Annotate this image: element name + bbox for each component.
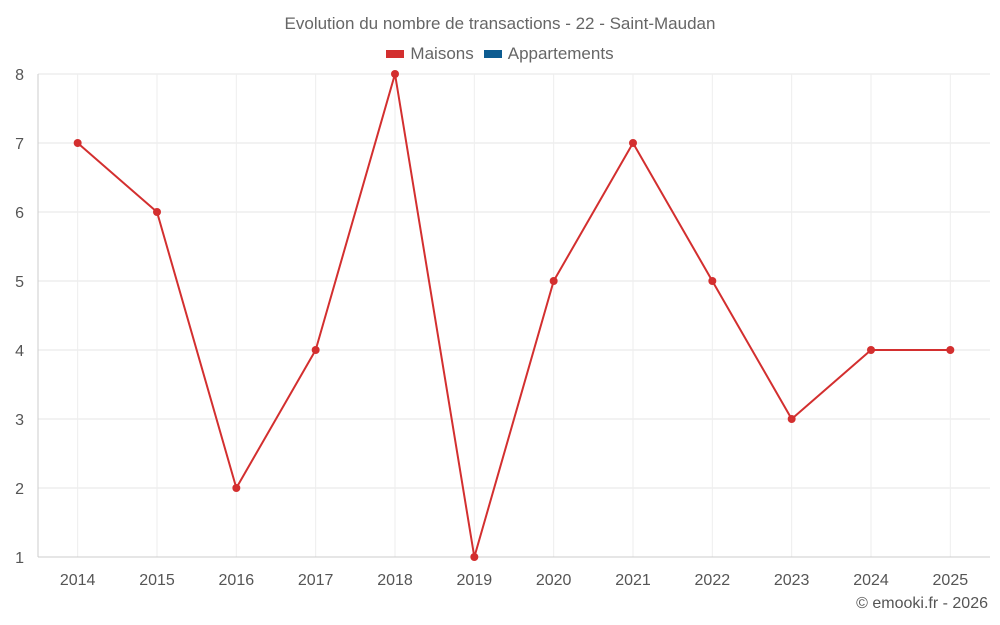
- data-point-maisons-2021[interactable]: [629, 139, 637, 147]
- x-tick-label: 2020: [536, 572, 572, 589]
- x-tick-label: 2025: [933, 572, 969, 589]
- y-tick-label: 2: [15, 481, 24, 498]
- x-tick-label: 2016: [219, 572, 255, 589]
- y-tick-label: 8: [15, 67, 24, 84]
- y-tick-label: 5: [15, 274, 24, 291]
- chart-legend: Maisons Appartements: [0, 44, 1000, 64]
- legend-label-appartements: Appartements: [507, 44, 614, 63]
- x-tick-label: 2014: [60, 572, 96, 589]
- data-point-maisons-2025[interactable]: [946, 346, 955, 354]
- series-layer: [73, 70, 955, 561]
- x-tick-label: 2018: [377, 572, 413, 589]
- y-tick-label: 3: [15, 412, 24, 429]
- x-tick-label: 2019: [457, 572, 493, 589]
- x-tick-label: 2022: [695, 572, 731, 589]
- y-tick-label: 7: [15, 136, 24, 153]
- tick-labels: 1 2 3 4 5 6 7 8 2014 2015 2016 2017 2018 2019 2020 2021…: [15, 67, 968, 589]
- y-tick-label: 1: [15, 550, 24, 567]
- x-tick-label: 2015: [139, 572, 175, 589]
- data-point-maisons-2023[interactable]: [787, 415, 796, 423]
- legend-label-maisons: Maisons: [410, 44, 474, 63]
- data-point-maisons-2018[interactable]: [391, 70, 399, 78]
- data-point-maisons-2016[interactable]: [232, 484, 241, 492]
- legend-swatch-maisons: [386, 50, 405, 58]
- data-point-maisons-2014[interactable]: [73, 139, 82, 147]
- x-tick-label: 2017: [298, 572, 334, 589]
- axes: [37, 74, 990, 558]
- data-point-maisons-2019[interactable]: [470, 553, 479, 561]
- x-tick-label: 2023: [774, 572, 810, 589]
- data-point-maisons-2024[interactable]: [867, 346, 875, 354]
- legend-swatch-appartements: [483, 50, 502, 58]
- credit-text: © emooki.fr - 2026: [856, 595, 988, 612]
- data-point-maisons-2020[interactable]: [549, 277, 558, 285]
- y-tick-label: 4: [15, 343, 24, 360]
- legend-item-maisons[interactable]: Maisons: [386, 44, 474, 64]
- data-point-maisons-2017[interactable]: [311, 346, 320, 354]
- x-tick-label: 2024: [853, 572, 889, 589]
- y-tick-label: 6: [15, 205, 24, 222]
- chart-title: Evolution du nombre de transactions - 22…: [284, 14, 716, 33]
- x-tick-label: 2021: [615, 572, 651, 589]
- legend-item-appartements[interactable]: Appartements: [483, 44, 614, 64]
- series-line-maisons: [77, 73, 951, 558]
- data-point-maisons-2015[interactable]: [153, 208, 161, 216]
- grid-lines: [38, 73, 990, 557]
- data-point-maisons-2022[interactable]: [708, 277, 717, 285]
